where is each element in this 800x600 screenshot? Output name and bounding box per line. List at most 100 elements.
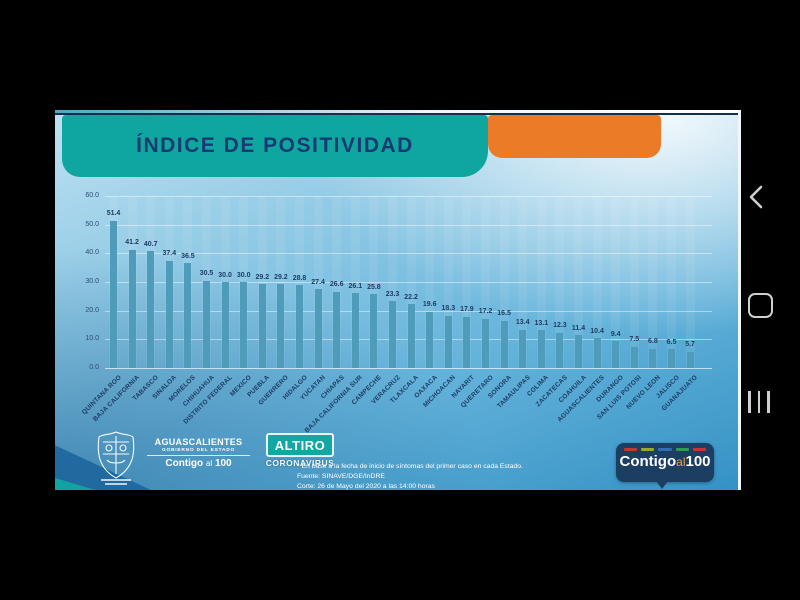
bar-value-label: 29.2	[255, 273, 270, 281]
bar-value-label: 18.3	[441, 305, 456, 313]
bar-column-highlight	[295, 196, 304, 368]
bar-value-label: 23.3	[385, 290, 400, 298]
bar-value-label: 25.8	[367, 283, 381, 291]
y-gridline	[105, 196, 712, 197]
bar-NUEVO LEON	[649, 348, 657, 368]
bar-QUERETARO	[482, 318, 489, 368]
bar-column-highlight	[369, 196, 379, 368]
bar-value-label: 13.1	[534, 319, 549, 327]
bar-column-highlight	[425, 196, 435, 368]
bar-value-label: 26.6	[329, 281, 344, 289]
bar-value-label: 40.7	[143, 240, 158, 248]
bar-HIDALGO	[296, 285, 303, 368]
bar-COLIMA	[537, 330, 545, 368]
chart-title: ÍNDICE DE POSITIVIDAD	[136, 134, 414, 157]
bar-ZACATECAS	[556, 332, 564, 368]
altiro-logo-subtitle: CORONAVIRUS	[265, 458, 335, 468]
bar-value-label: 16.5	[497, 310, 511, 318]
aguascalientes-coat-of-arms-icon	[95, 430, 137, 490]
bar-BAJA CALIFORNIA SUR	[351, 293, 359, 368]
bar-column-highlight	[685, 196, 695, 368]
bar-column-highlight	[313, 196, 323, 368]
bar-AGUASCALIENTES	[593, 338, 601, 368]
chart-title-box: ÍNDICE DE POSITIVIDAD	[62, 115, 488, 177]
bar-column-highlight	[406, 196, 416, 368]
bar-column-highlight	[518, 196, 528, 368]
bar-column-highlight	[499, 196, 509, 368]
altiro-coronavirus-logo: ALTIRO CORONAVIRUS	[260, 433, 340, 468]
bar-TABASCO	[147, 251, 155, 368]
bar-DURANGO	[612, 341, 620, 368]
badge-tail	[656, 481, 668, 489]
bar-value-label: 30.0	[218, 271, 232, 279]
bar-value-label: 17.9	[460, 306, 474, 314]
home-icon[interactable]	[748, 293, 773, 318]
bar-value-label: 13.4	[515, 319, 530, 327]
bar-VERACRUZ	[389, 301, 396, 368]
bar-column-highlight	[574, 196, 583, 368]
positivity-bar-chart: 60.0 50.0 40.0 30.0 20.0 10.0 0.0 51.4 QUINTANA …	[55, 110, 738, 490]
bar-BAJA CALIFORNIA	[128, 249, 136, 368]
bar-column-highlight	[257, 196, 267, 368]
bar-column-highlight	[611, 196, 621, 368]
bar-value-label: 6.8	[648, 338, 658, 345]
bar-value-label: 12.3	[553, 322, 567, 330]
bar-SINALOA	[165, 260, 173, 368]
bar-value-label: 6.5	[666, 338, 677, 346]
bar-CHIAPAS	[333, 291, 341, 368]
y-axis-tick-label: 0.0	[89, 364, 99, 371]
bar-value-label: 26.1	[348, 282, 363, 290]
bar-column-highlight	[629, 196, 639, 368]
y-gridline	[105, 282, 712, 283]
bar-value-label: 29.2	[274, 273, 288, 281]
bar-MICHOACAN	[444, 315, 452, 368]
back-icon[interactable]	[746, 184, 766, 215]
slide-top-divider	[55, 113, 738, 115]
bar-column-highlight	[388, 196, 397, 368]
bar-GUANAJUATO	[686, 351, 694, 368]
y-gridline	[105, 224, 712, 226]
bar-column-highlight	[592, 196, 602, 368]
altiro-logo-box: ALTIRO	[265, 433, 335, 457]
orange-accent-box	[488, 115, 661, 158]
bar-MORELOS	[184, 263, 192, 368]
y-axis-tick-label: 30.0	[85, 278, 99, 285]
recents-icon[interactable]	[748, 391, 770, 413]
badge-color-dashes	[624, 448, 707, 451]
gov-logo-divider	[147, 455, 250, 456]
y-axis-tick-label: 50.0	[85, 220, 99, 228]
bar-YUCATAN	[314, 289, 322, 368]
bar-column-highlight	[648, 196, 658, 368]
bar-value-label: 51.4	[106, 210, 121, 218]
bar-value-label: 10.4	[590, 327, 604, 335]
gov-logo-state: AGUASCALIENTES	[154, 437, 243, 447]
bar-value-label: 30.0	[236, 271, 251, 279]
presentation-slide: ÍNDICE DE POSITIVIDAD 60.0 50.0 40.0 30.0 20…	[55, 110, 741, 490]
bar-QUINTANA ROO	[110, 220, 117, 368]
x-axis-line	[105, 368, 712, 369]
bar-value-label: 9.4	[610, 330, 621, 338]
y-axis-tick-label: 20.0	[85, 306, 99, 314]
bar-PUEBLA	[258, 284, 266, 368]
bar-TAMAULIPAS	[519, 329, 527, 368]
bar-column-highlight	[481, 196, 490, 368]
badge-text: Contigoal100	[619, 453, 711, 470]
y-axis-tick-label: 10.0	[85, 335, 99, 343]
bar-column-highlight	[276, 196, 286, 368]
slide-top-highlight	[55, 110, 738, 113]
bar-value-label: 17.2	[478, 308, 493, 316]
bar-column-highlight	[332, 196, 342, 368]
y-axis-tick-label: 40.0	[85, 249, 99, 257]
bar-DISTRITO FEDERAL	[221, 282, 229, 368]
footnote-line-3: Corte: 26 de Mayo del 2020 a las 14:00 h…	[297, 483, 435, 490]
y-axis-tick-label: 60.0	[85, 192, 99, 199]
bar-value-label: 28.8	[292, 274, 307, 282]
bar-column-highlight	[555, 196, 565, 368]
footnote-line-1: * En base a la fecha de inicio de síntom…	[297, 463, 523, 470]
bar-value-label: 7.5	[629, 336, 640, 343]
bar-CHIHUAHUA	[203, 280, 210, 368]
bar-value-label: 11.4	[571, 324, 586, 332]
bar-SONORA	[500, 320, 508, 368]
gov-logo-government: GOBIERNO DEL ESTADO	[161, 448, 236, 453]
bar-CAMPECHE	[370, 294, 378, 368]
